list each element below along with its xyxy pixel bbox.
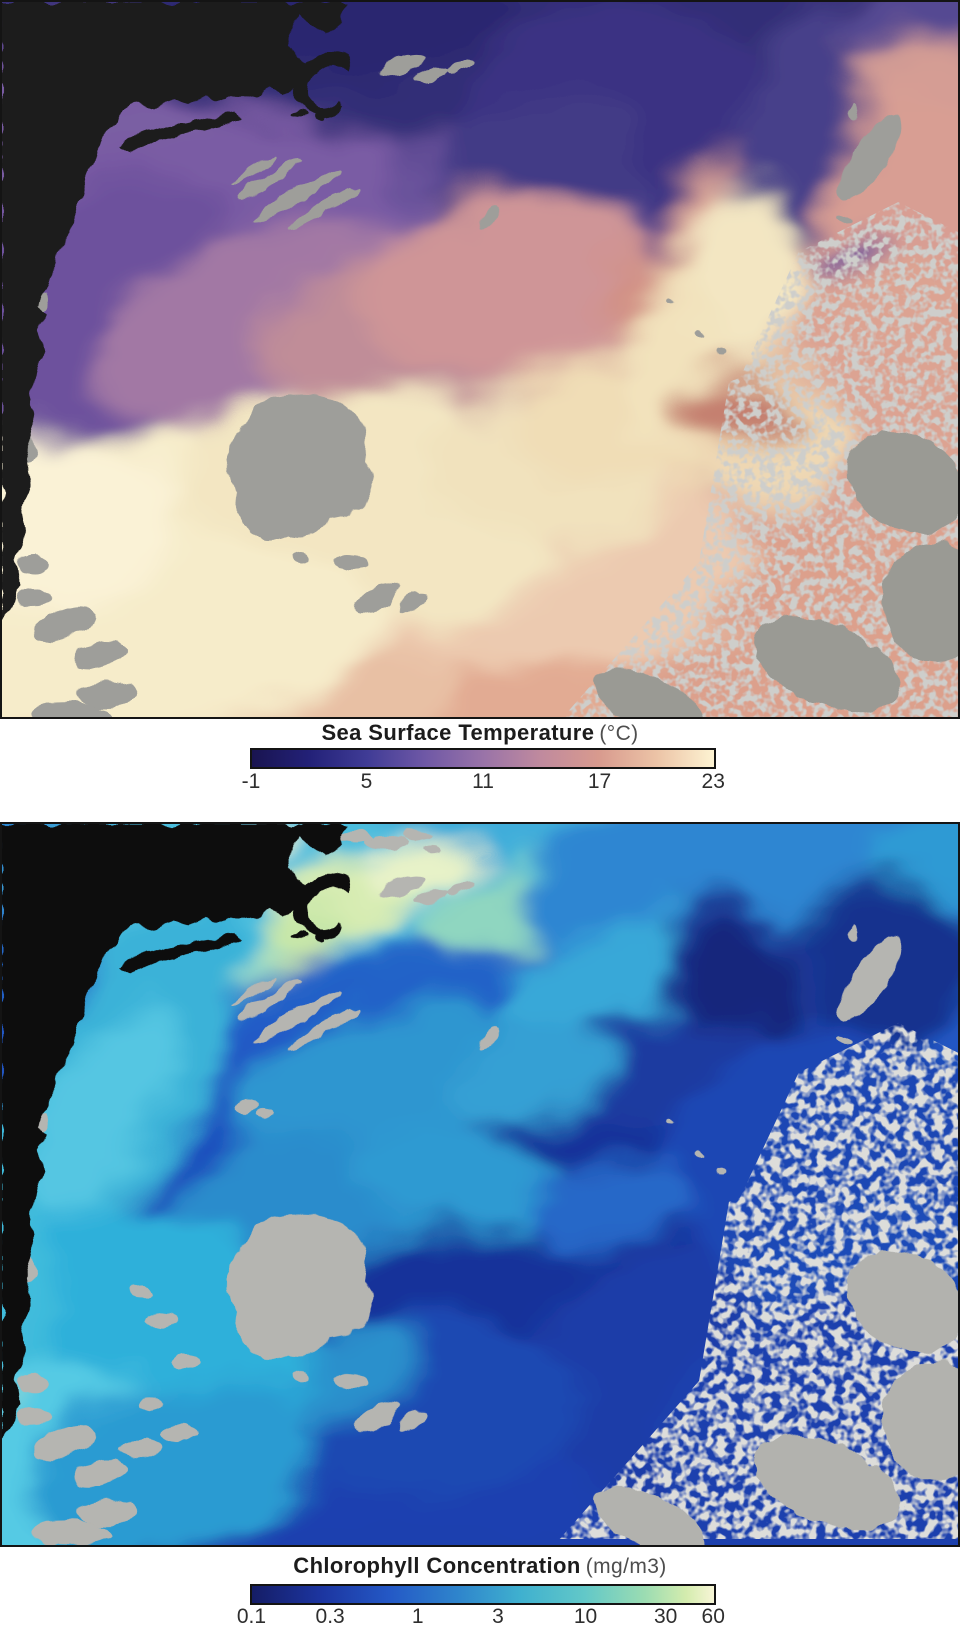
- colorbar-tick: 0.1: [236, 1605, 267, 1628]
- colorbar-tick: 60: [701, 1605, 725, 1628]
- chl-map-art: [2, 824, 958, 1545]
- sst-satellite-map: [0, 0, 960, 719]
- chl-title-text: Chlorophyll Concentration: [293, 1553, 581, 1578]
- colorbar-tick: 5: [360, 770, 373, 793]
- colorbar-tick: 3: [492, 1605, 504, 1628]
- colorbar-tick: -1: [241, 770, 261, 793]
- chl-title-unit: (mg/m3): [585, 1555, 667, 1578]
- colorbar-tick: 17: [587, 770, 612, 793]
- sst-colorbar: [250, 748, 716, 769]
- colorbar-tick: 23: [701, 770, 725, 793]
- sst-colorbar-ticks: -1 5 11 17 23: [242, 770, 725, 794]
- colorbar-tick: 10: [573, 1605, 598, 1628]
- chlorophyll-satellite-map: [0, 822, 960, 1547]
- chl-legend-title: Chlorophyll Concentration (mg/m3): [0, 1553, 960, 1580]
- chl-colorbar: [250, 1584, 716, 1605]
- chl-extra-clouds: [121, 828, 443, 1458]
- colorbar-tick: 30: [653, 1605, 678, 1628]
- colorbar-tick: 0.3: [315, 1605, 345, 1628]
- sst-legend-title: Sea Surface Temperature (°C): [0, 720, 960, 747]
- sst-title-text: Sea Surface Temperature: [321, 720, 595, 745]
- sst-title-unit: (°C): [599, 722, 639, 745]
- sst-map-art: [2, 2, 958, 717]
- colorbar-tick: 11: [472, 770, 494, 793]
- colorbar-tick: 1: [411, 1605, 424, 1628]
- chl-colorbar-ticks: 0.1 0.3 1 3 10 30 60: [237, 1605, 725, 1629]
- chl-colorbar-gradient: [252, 1586, 714, 1603]
- sst-colorbar-gradient: [252, 750, 714, 767]
